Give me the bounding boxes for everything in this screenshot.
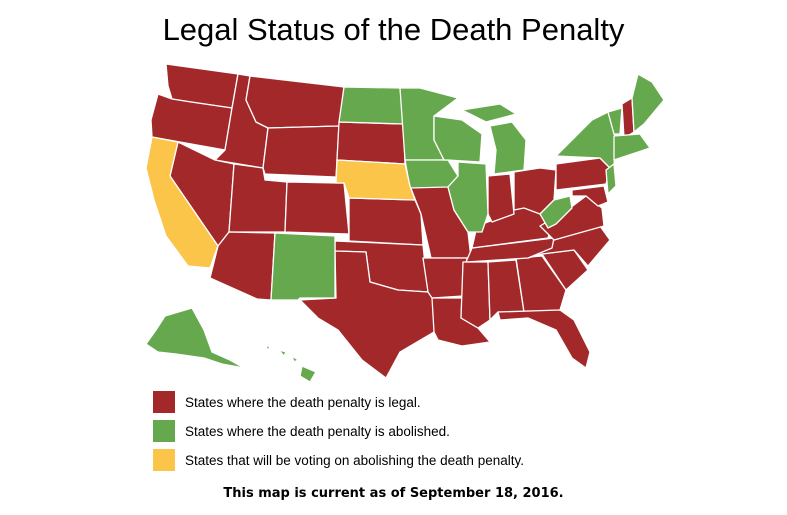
state-IL[interactable] [447, 161, 489, 233]
state-AR[interactable] [422, 257, 468, 299]
state-HI[interactable] [264, 344, 317, 383]
state-WI[interactable] [433, 115, 483, 163]
state-PA[interactable] [555, 157, 611, 191]
state-NJ[interactable] [605, 163, 617, 195]
legal-states [150, 63, 635, 379]
state-WV[interactable] [539, 195, 573, 229]
abolished-states [145, 73, 665, 383]
state-ND[interactable] [338, 86, 405, 125]
state-TN[interactable] [465, 237, 555, 263]
state-SD[interactable] [336, 121, 406, 165]
state-CO[interactable] [284, 181, 350, 235]
state-NE[interactable] [335, 159, 416, 201]
legend-item-voting: States that will be voting on abolishing… [153, 449, 524, 471]
state-MS[interactable] [460, 261, 491, 329]
abolished-swatch [153, 420, 175, 442]
legend-item-abolished: States where the death penalty is abolis… [153, 420, 524, 442]
legend-label-legal: States where the death penalty is legal. [185, 394, 421, 410]
state-WY[interactable] [262, 125, 340, 178]
legend: States where the death penalty is legal.… [153, 391, 524, 479]
state-DE-MD[interactable] [571, 185, 609, 207]
legal-swatch [153, 391, 175, 413]
legend-label-voting: States that will be voting on abolishing… [185, 452, 524, 468]
state-CA[interactable] [145, 136, 219, 269]
state-KS[interactable] [348, 197, 424, 246]
state-FL[interactable] [497, 309, 591, 369]
state-MA-RI-CT[interactable] [613, 133, 651, 161]
state-NM[interactable] [270, 232, 336, 301]
state-MT[interactable] [245, 75, 345, 129]
legend-item-legal: States where the death penalty is legal. [153, 391, 524, 413]
state-GA[interactable] [515, 255, 567, 313]
state-IN[interactable] [487, 173, 515, 223]
state-VT[interactable] [607, 107, 623, 135]
voting-states [145, 136, 416, 269]
voting-swatch [153, 449, 175, 471]
state-ME[interactable] [631, 73, 665, 133]
state-AK[interactable] [145, 307, 245, 369]
map-title: Legal Status of the Death Penalty [162, 12, 625, 47]
state-TX[interactable] [299, 250, 439, 379]
currency-note: This map is current as of September 18, … [223, 486, 564, 501]
legend-label-abolished: States where the death penalty is abolis… [185, 423, 450, 439]
state-MI[interactable] [461, 103, 527, 175]
